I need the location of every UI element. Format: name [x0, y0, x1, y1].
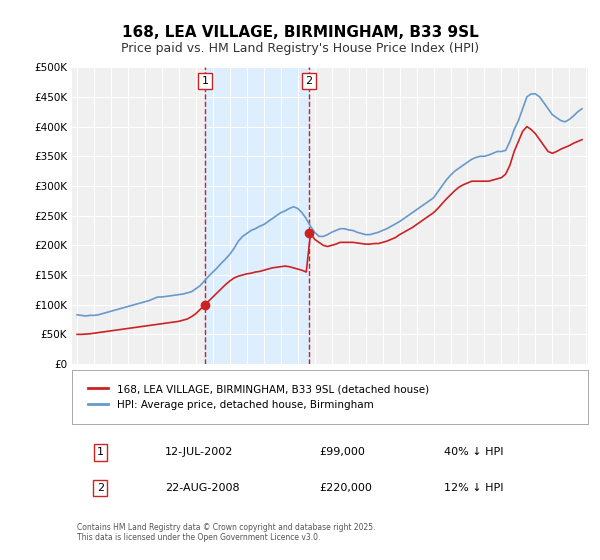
- Text: £99,000: £99,000: [320, 447, 365, 458]
- Text: 12% ↓ HPI: 12% ↓ HPI: [443, 483, 503, 493]
- Text: 40% ↓ HPI: 40% ↓ HPI: [443, 447, 503, 458]
- Text: Price paid vs. HM Land Registry's House Price Index (HPI): Price paid vs. HM Land Registry's House …: [121, 42, 479, 55]
- Text: 1: 1: [202, 76, 208, 86]
- Text: £220,000: £220,000: [320, 483, 373, 493]
- Text: 1: 1: [97, 447, 104, 458]
- Text: 12-JUL-2002: 12-JUL-2002: [165, 447, 233, 458]
- Text: Contains HM Land Registry data © Crown copyright and database right 2025.
This d: Contains HM Land Registry data © Crown c…: [77, 523, 376, 542]
- Legend: 168, LEA VILLAGE, BIRMINGHAM, B33 9SL (detached house), HPI: Average price, deta: 168, LEA VILLAGE, BIRMINGHAM, B33 9SL (d…: [82, 379, 434, 415]
- Text: 2: 2: [305, 76, 312, 86]
- Bar: [205, 67, 308, 364]
- Text: 22-AUG-2008: 22-AUG-2008: [165, 483, 239, 493]
- Text: 168, LEA VILLAGE, BIRMINGHAM, B33 9SL: 168, LEA VILLAGE, BIRMINGHAM, B33 9SL: [122, 25, 478, 40]
- Text: 2: 2: [97, 483, 104, 493]
